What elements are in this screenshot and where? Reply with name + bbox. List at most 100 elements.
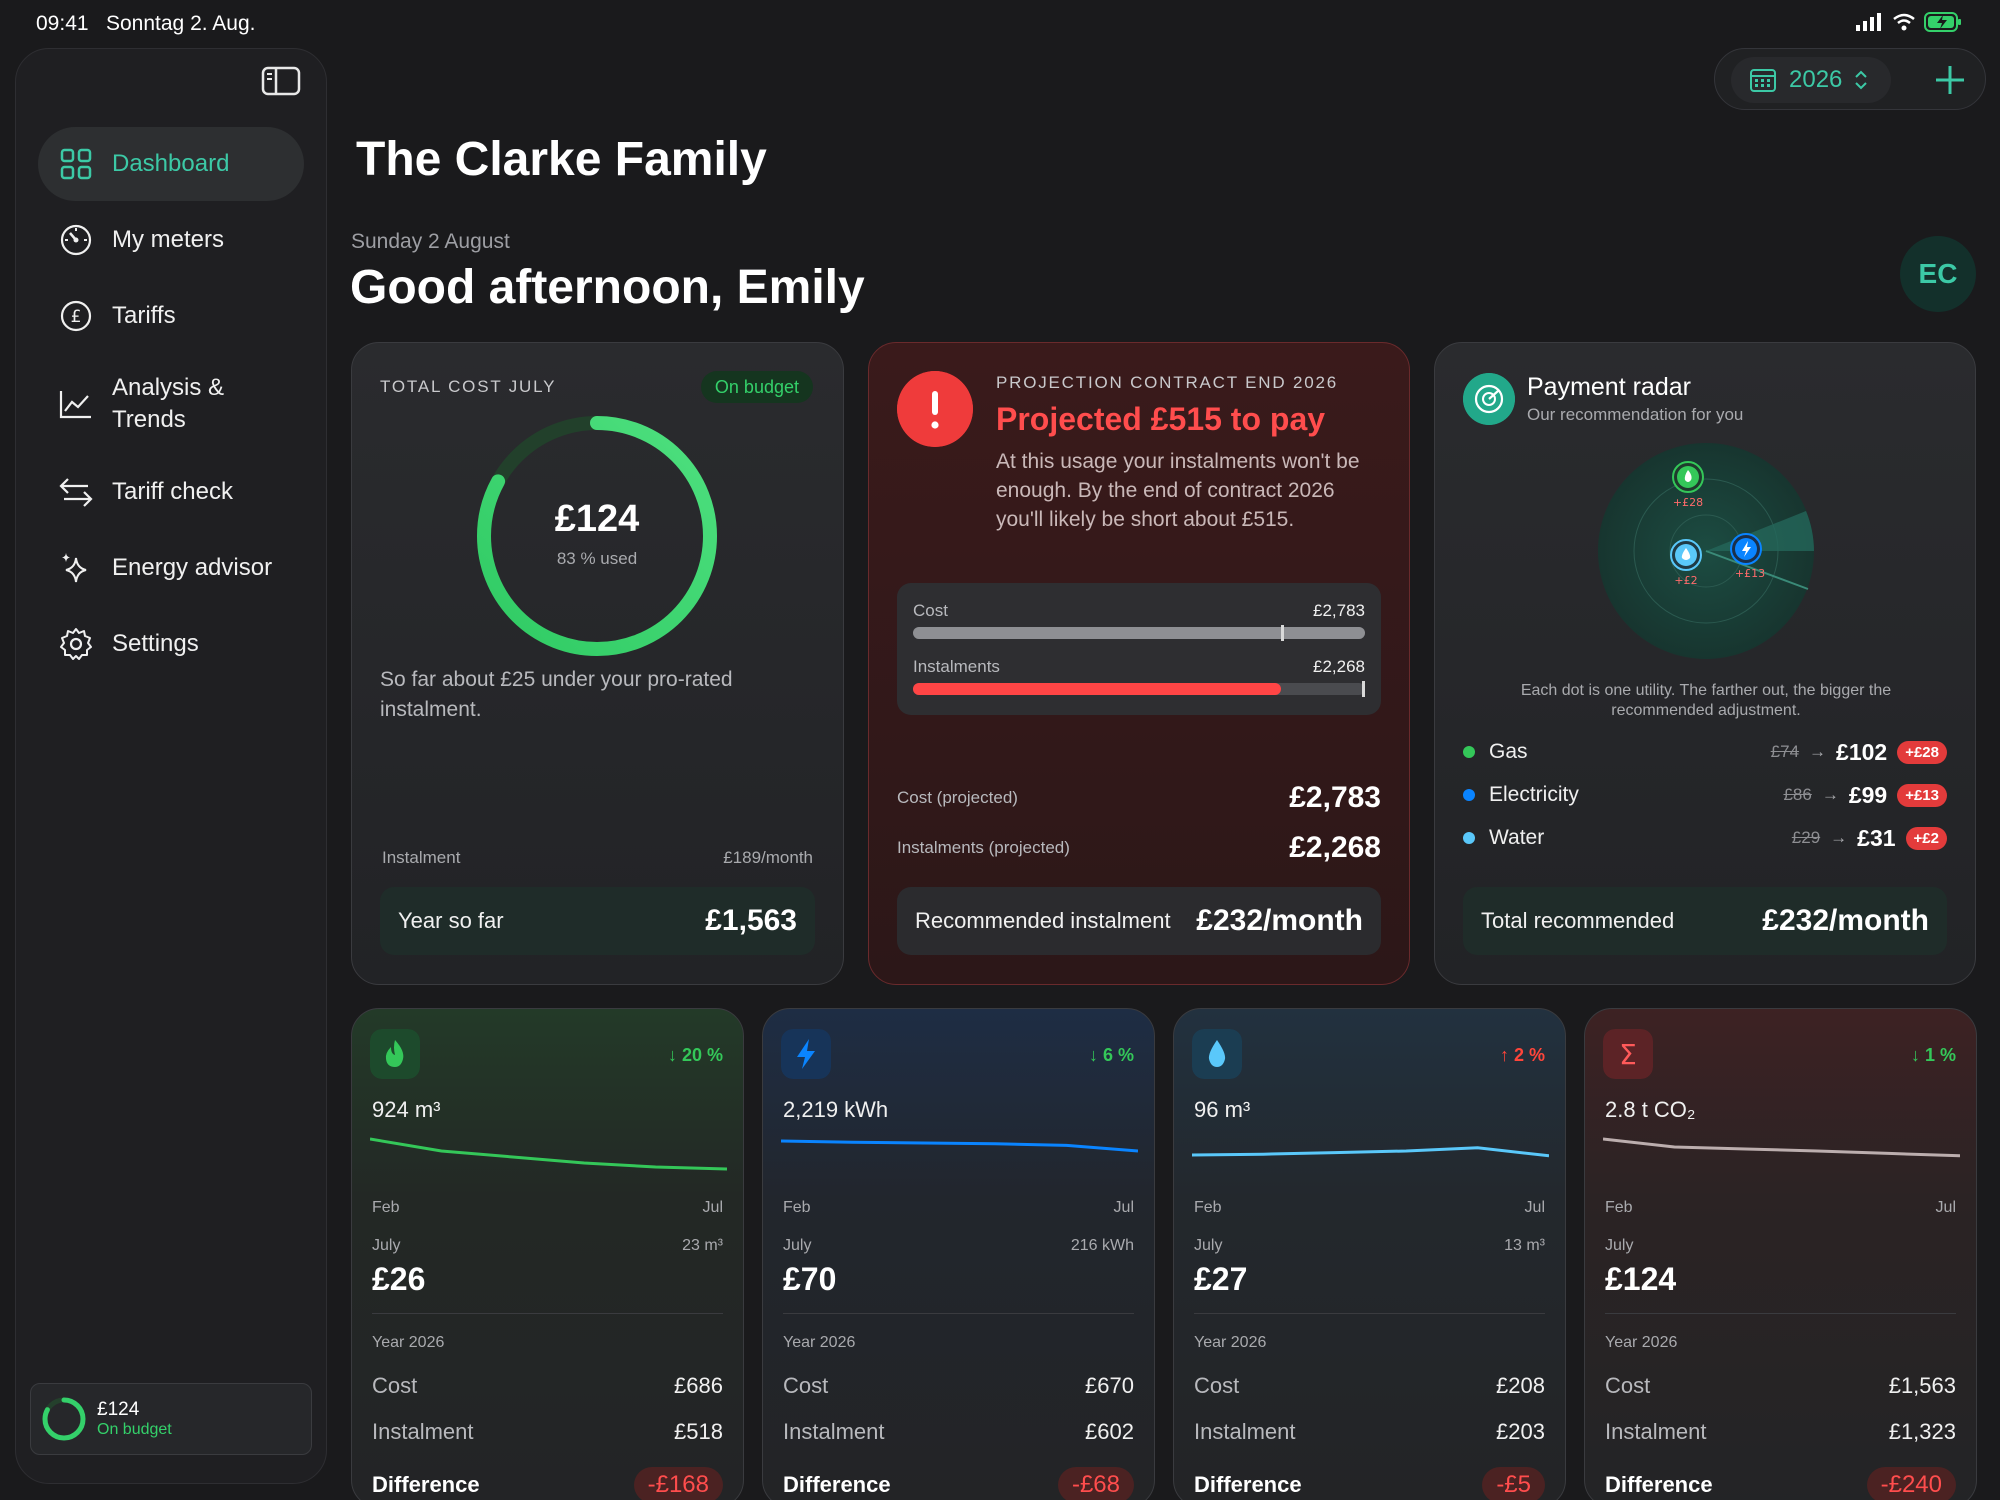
year-label: Year 2026 <box>1605 1334 1678 1351</box>
month-amount: £27 <box>1194 1261 1248 1297</box>
axis-end: Jul <box>1113 1199 1134 1216</box>
total-cost-card[interactable]: TOTAL COST JULY On budget £124 83 % used… <box>351 342 844 985</box>
wifi-icon <box>1893 13 1915 31</box>
greeting: Good afternoon, Emily <box>350 261 865 314</box>
instalment-value: £203 <box>1496 1419 1545 1444</box>
utility-row-water[interactable]: Water £29 → £31 +£2 <box>1463 823 1947 853</box>
radar-dot-electricity[interactable]: +£13 <box>1730 533 1765 580</box>
divider <box>1605 1313 1956 1314</box>
status-date: Sonntag 2. Aug. <box>106 12 256 35</box>
instalment-label: Instalment <box>783 1419 885 1444</box>
utility-tile-co2[interactable]: Σ ↓ 1 % 2.8 t CO₂ Feb Jul July £124 Year … <box>1584 1008 1977 1500</box>
cost-progress-ring <box>477 416 717 656</box>
month-usage: 216 kWh <box>1070 1237 1134 1254</box>
sidebar-nav: Dashboard My meters £ Tariffs Analysis &… <box>38 127 304 683</box>
projection-description: At this usage your instalments won't be … <box>996 450 1360 531</box>
svg-text:Σ: Σ <box>1619 1038 1637 1071</box>
cost-bar <box>913 625 1365 641</box>
trend-indicator: ↓ 20 % <box>667 1045 723 1065</box>
sidebar-item-label: Settings <box>112 630 199 657</box>
difference-label: Difference <box>783 1472 891 1497</box>
cost-value: £686 <box>674 1373 723 1398</box>
axis-start: Feb <box>1605 1199 1633 1216</box>
ytd-label: Year so far <box>398 908 504 933</box>
usage-sparkline <box>1603 1137 1960 1158</box>
sidebar-toggle-icon[interactable] <box>261 65 301 97</box>
radar-dot-water[interactable]: +£2 <box>1670 539 1702 587</box>
month-label: July <box>372 1237 401 1254</box>
difference-label: Difference <box>1194 1472 1302 1497</box>
swap-arrows-icon <box>59 478 93 507</box>
sidebar-item-energy-advisor[interactable]: Energy advisor <box>38 531 304 605</box>
budget-summary[interactable]: £124 On budget <box>30 1383 312 1455</box>
projected-instalments-label: Instalments (projected) <box>897 838 1070 857</box>
total-usage: 96 m³ <box>1194 1097 1251 1122</box>
month-amount: £124 <box>1605 1261 1677 1297</box>
radar-dot-label: +£2 <box>1674 574 1697 587</box>
old-amount: £86 <box>1783 785 1812 804</box>
utility-name: Water <box>1489 826 1545 849</box>
projected-cost-row: Cost (projected) £2,783 <box>897 781 1381 815</box>
sidebar-item-label: Analysis & Trends <box>112 374 225 433</box>
radar-dot-label: +£28 <box>1673 496 1703 509</box>
radar-note: Each dot is one utility. The farther out… <box>1520 682 1892 719</box>
delta-badge: +£28 <box>1897 740 1947 764</box>
instalments-bar-value: £2,268 <box>1313 657 1365 676</box>
budget-amount: £124 <box>97 1399 140 1420</box>
utility-row-gas[interactable]: Gas £74 → £102 +£28 <box>1463 737 1947 767</box>
top-controls: 2026 <box>1714 48 1986 110</box>
total-usage: 2,219 kWh <box>783 1097 889 1122</box>
water-dot <box>1463 832 1475 844</box>
radar-dot-gas[interactable]: +£28 <box>1672 461 1704 509</box>
arrow-right-icon: → <box>1830 828 1848 847</box>
page-title: The Clarke Family <box>356 133 767 186</box>
projection-card[interactable]: PROJECTION CONTRACT END 2026 Projected £… <box>868 342 1410 985</box>
sidebar-item-tariff-check[interactable]: Tariff check <box>38 455 304 529</box>
payment-radar-card[interactable]: Payment radar Our recommendation for you… <box>1434 342 1976 985</box>
projected-instalments-value: £2,268 <box>1289 831 1381 864</box>
instalments-bar <box>913 681 1365 697</box>
arrow-right-icon: → <box>1809 742 1827 761</box>
total-recommended: Total recommended £232/month <box>1463 887 1947 955</box>
utility-tile-electricity[interactable]: ↓ 6 % 2,219 kWh Feb Jul July 216 kWh £70 Y… <box>762 1008 1155 1500</box>
difference-value: -£240 <box>1866 1467 1956 1500</box>
year-label: Year 2026 <box>1194 1334 1267 1351</box>
sidebar-item-dashboard[interactable]: Dashboard <box>38 127 304 201</box>
delta-badge: +£13 <box>1897 783 1947 807</box>
svg-text:£: £ <box>71 307 82 327</box>
sidebar-item-settings[interactable]: Settings <box>38 607 304 681</box>
usage-sparkline <box>370 1137 727 1171</box>
difference-label: Difference <box>372 1472 480 1497</box>
sidebar-item-my-meters[interactable]: My meters <box>38 203 304 277</box>
axis-start: Feb <box>783 1199 811 1216</box>
instalment-label: Instalment <box>382 848 461 867</box>
projection-kicker: PROJECTION CONTRACT END 2026 <box>996 373 1338 392</box>
projected-cost-value: £2,783 <box>1289 781 1381 814</box>
radar-title: Payment radar <box>1527 373 1691 401</box>
utility-row-electricity[interactable]: Electricity £86 → £99 +£13 <box>1463 780 1947 810</box>
month-label: July <box>1605 1237 1634 1254</box>
utility-tile-gas[interactable]: ↓ 20 % 924 m³ Feb Jul July 23 m³ £26 Year … <box>351 1008 744 1500</box>
sidebar-item-label: Tariff check <box>112 478 233 505</box>
instalments-bar-label: Instalments <box>913 657 1000 676</box>
bolt-icon <box>781 1029 831 1079</box>
sidebar-item-analysis-trends[interactable]: Analysis & Trends <box>38 355 304 453</box>
month-usage: 23 m³ <box>682 1237 723 1254</box>
instalment-label: Instalment <box>1194 1419 1296 1444</box>
avatar[interactable]: EC <box>1900 236 1976 312</box>
flame-icon <box>370 1029 420 1079</box>
gauge-icon <box>60 224 92 256</box>
recommended-label: Recommended instalment <box>915 908 1171 933</box>
year-picker[interactable]: 2026 <box>1731 57 1891 103</box>
cost-label: Cost <box>1605 1373 1651 1398</box>
sidebar-item-tariffs[interactable]: £ Tariffs <box>38 279 304 353</box>
utility-tile-water[interactable]: ↑ 2 % 96 m³ Feb Jul July 13 m³ £27 Year 20… <box>1173 1008 1566 1500</box>
instalment-value: £1,323 <box>1888 1419 1956 1444</box>
cost-bar-label: Cost <box>913 601 948 620</box>
total-usage: 2.8 t CO₂ <box>1605 1097 1696 1122</box>
add-icon[interactable] <box>1931 61 1969 99</box>
usage-sparkline <box>781 1139 1138 1153</box>
sidebar: Dashboard My meters £ Tariffs Analysis &… <box>15 48 327 1484</box>
trend-chart-icon <box>59 391 91 419</box>
cost-used: 83 % used <box>556 549 638 568</box>
